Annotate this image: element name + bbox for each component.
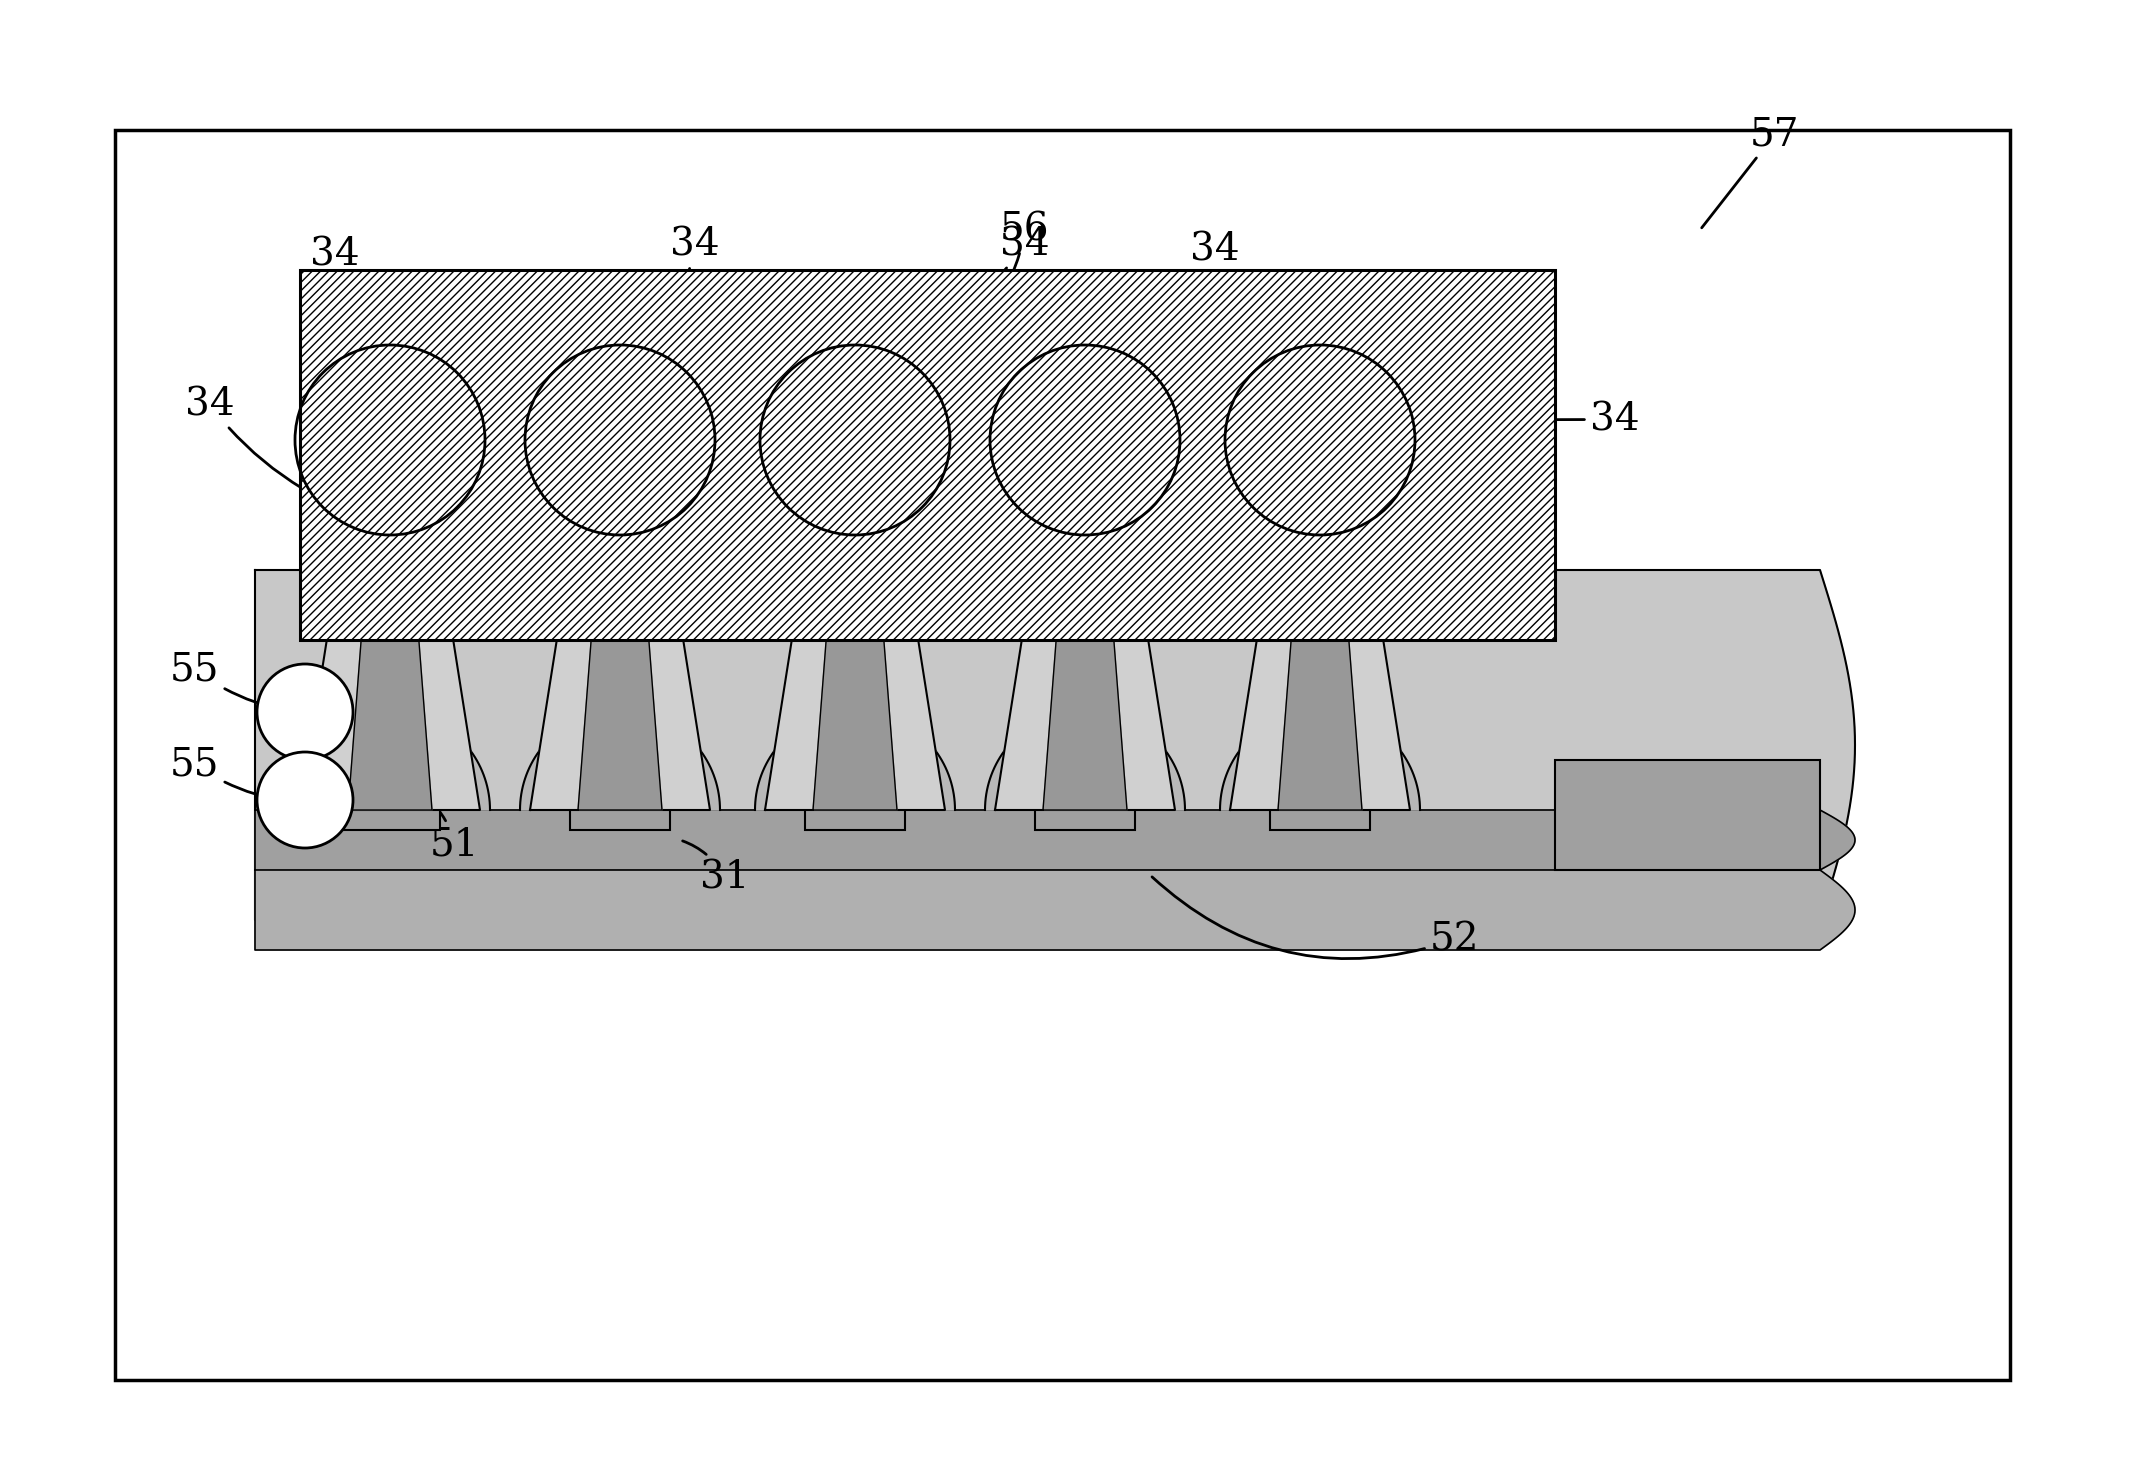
Bar — [570, 790, 670, 830]
Text: 57: 57 — [1702, 116, 1798, 228]
Polygon shape — [814, 330, 897, 811]
Text: 34: 34 — [184, 385, 302, 488]
Polygon shape — [1229, 296, 1411, 811]
Circle shape — [257, 752, 353, 847]
Bar — [1270, 790, 1370, 830]
Text: 34: 34 — [1387, 402, 1640, 438]
Text: 55: 55 — [169, 652, 351, 713]
Polygon shape — [996, 296, 1175, 811]
Bar — [116, 129, 2010, 1380]
Polygon shape — [1043, 330, 1126, 811]
Polygon shape — [531, 296, 711, 811]
Text: 34: 34 — [1088, 231, 1240, 374]
Polygon shape — [1278, 330, 1362, 811]
Polygon shape — [520, 710, 719, 811]
Polygon shape — [1220, 710, 1419, 811]
Polygon shape — [764, 296, 944, 811]
Bar — [1034, 790, 1135, 830]
Bar — [340, 790, 441, 830]
Polygon shape — [255, 869, 1854, 950]
Polygon shape — [300, 296, 480, 811]
Text: 34: 34 — [859, 227, 1049, 374]
Bar — [805, 790, 906, 830]
Text: 31: 31 — [683, 841, 749, 896]
Bar — [300, 271, 1554, 640]
Bar — [1554, 761, 1820, 869]
Polygon shape — [255, 569, 1854, 919]
Polygon shape — [255, 811, 1854, 869]
Polygon shape — [289, 710, 490, 811]
Polygon shape — [349, 330, 432, 811]
Text: 56: 56 — [961, 210, 1049, 338]
Text: 52: 52 — [1152, 877, 1479, 959]
Text: 34: 34 — [623, 227, 719, 368]
Text: 51: 51 — [392, 781, 480, 863]
Circle shape — [257, 663, 353, 761]
Text: 55: 55 — [169, 746, 351, 803]
Polygon shape — [756, 710, 955, 811]
Polygon shape — [578, 330, 662, 811]
Text: 34: 34 — [310, 235, 368, 382]
Polygon shape — [985, 710, 1184, 811]
